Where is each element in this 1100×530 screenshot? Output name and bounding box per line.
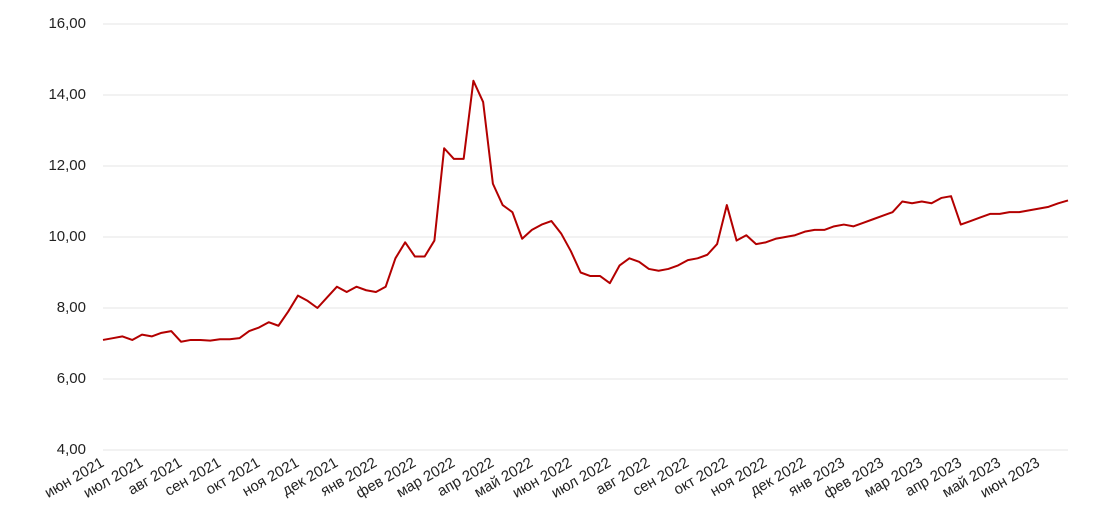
y-tick-label: 4,00 bbox=[57, 441, 86, 458]
y-tick-label: 16,00 bbox=[48, 15, 86, 32]
y-tick-label: 8,00 bbox=[57, 299, 86, 316]
y-tick-label: 10,00 bbox=[48, 228, 86, 245]
y-tick-label: 6,00 bbox=[57, 370, 86, 387]
y-tick-label: 14,00 bbox=[48, 86, 86, 103]
y-tick-label: 12,00 bbox=[48, 157, 86, 174]
data-line bbox=[102, 79, 1069, 343]
